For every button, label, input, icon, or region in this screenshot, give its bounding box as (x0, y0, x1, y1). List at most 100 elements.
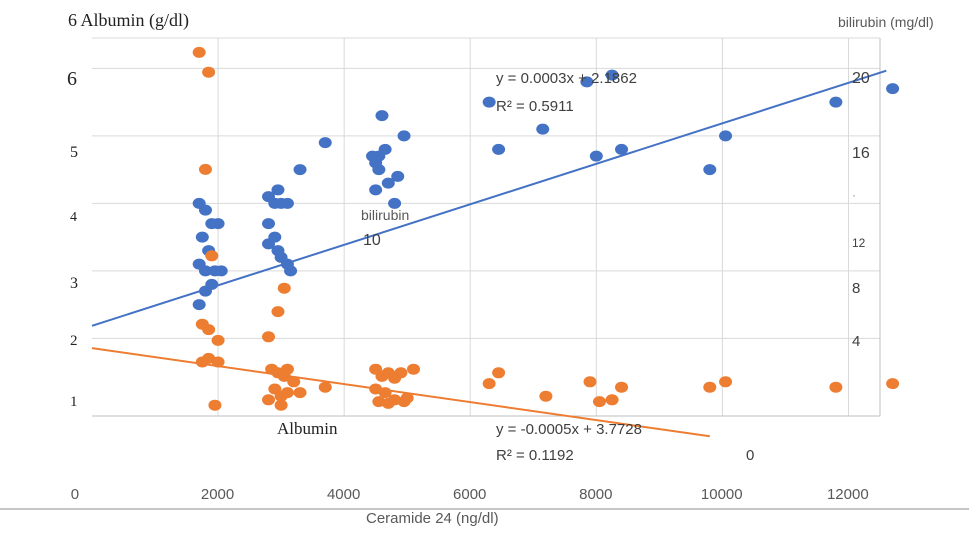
albumin-trend-equation: y = 0.0003x + 2.1862 (496, 70, 637, 87)
bilirubin-point (262, 394, 276, 406)
albumin-point (198, 204, 212, 216)
albumin-point (372, 150, 386, 162)
albumin-point (381, 177, 395, 189)
x-tick-label: 10000 (700, 486, 743, 503)
bilirubin-point (271, 306, 285, 318)
bilirubin-point (202, 324, 216, 336)
albumin-trend-r2: R² = 0.5911 (496, 98, 574, 115)
x-tick-label: 8000 (579, 486, 613, 503)
albumin-point (536, 123, 550, 135)
y-right-tick-label: 20 (852, 70, 870, 87)
albumin-point (589, 150, 603, 162)
bilirubin-point (539, 390, 553, 402)
albumin-point (280, 197, 294, 209)
data-points (192, 46, 900, 411)
x-tick-label: 4000 (326, 486, 361, 503)
bilirubin-point (886, 378, 900, 390)
x-tick-label: 6000 (453, 486, 487, 503)
bilirubin-point (378, 387, 392, 399)
y-left-tick-label: 6 (67, 68, 77, 90)
stray-bilirubin-label: bilirubin (361, 207, 410, 223)
bilirubin-point (202, 66, 216, 78)
x-tick-label: 0 (70, 486, 80, 503)
albumin-trendline (91, 69, 887, 327)
albumin-point (372, 164, 386, 176)
y-left-tick-label: 4 (70, 210, 77, 225)
albumin-point (262, 238, 276, 250)
albumin-point (262, 218, 276, 230)
albumin-point (192, 299, 206, 311)
albumin-point (198, 265, 212, 277)
bilirubin-point (829, 381, 843, 393)
bilirubin-point (211, 334, 225, 346)
y-left-tick-label: 1 (70, 394, 78, 410)
bilirubin-point (293, 387, 307, 399)
bilirubin-point (280, 387, 294, 399)
bilirubin-point (280, 363, 294, 375)
bilirubin-point (400, 392, 414, 404)
albumin-point (719, 130, 733, 142)
albumin-point (214, 265, 228, 277)
albumin-point (580, 76, 594, 88)
stray-dot-label: · (852, 188, 856, 202)
y-axis-title-left: 6 Albumin (g/dl) (68, 10, 189, 30)
bilirubin-point (211, 356, 225, 368)
bilirubin-point (592, 396, 606, 408)
albumin-point (318, 137, 332, 149)
y-right-tick-label: 8 (852, 280, 861, 297)
albumin-point (268, 197, 282, 209)
bilirubin-point (277, 282, 291, 294)
x-tick-label: 12000 (826, 486, 869, 503)
y-left-tick-label: 5 (70, 144, 78, 161)
x-axis-title: Ceramide 24 (ng/dl) (366, 510, 499, 527)
albumin-point (703, 164, 717, 176)
bilirubin-point (381, 397, 395, 409)
y-left-tick-label: 2 (70, 333, 78, 349)
bilirubin-point (318, 381, 332, 393)
stray-ten-label: 10 (363, 232, 381, 249)
albumin-point (369, 184, 383, 196)
x-tick-label: 2000 (200, 486, 235, 503)
albumin-point (492, 143, 506, 155)
bilirubin-point (605, 394, 619, 406)
bilirubin-point (205, 250, 219, 262)
bilirubin-point (198, 163, 212, 175)
albumin-point (195, 231, 209, 243)
bilirubin-point (274, 399, 288, 411)
albumin-point (198, 285, 212, 297)
bilirubin-point (262, 331, 276, 343)
bilirubin-point (703, 381, 717, 393)
y-axis-title-right: bilirubin (mg/dl) (838, 14, 934, 30)
bilirubin-point (208, 399, 222, 411)
albumin-point (829, 96, 843, 108)
trendlines (91, 69, 887, 438)
bilirubin-trend-equation: y = -0.0005x + 3.7728 (496, 421, 642, 438)
albumin-point (605, 69, 619, 81)
stray-zero-label: 0 (746, 447, 755, 464)
albumin-point (375, 110, 389, 122)
albumin-point (397, 130, 411, 142)
bilirubin-point (615, 381, 629, 393)
albumin-point (293, 164, 307, 176)
plot-borders (0, 38, 969, 510)
bilirubin-point (287, 376, 301, 388)
bilirubin-trendline (91, 347, 710, 438)
bilirubin-point (394, 367, 408, 379)
albumin-point (271, 184, 285, 196)
albumin-point (284, 265, 298, 277)
y-right-tick-label: 4 (852, 333, 861, 350)
bilirubin-point (492, 367, 506, 379)
albumin-point (388, 197, 402, 209)
albumin-point (886, 83, 900, 95)
albumin-point (211, 218, 225, 230)
albumin-point (482, 96, 496, 108)
y-right-tick-label: 16 (852, 145, 870, 162)
y-right-tick-label: 12 (852, 236, 866, 250)
albumin-point (391, 170, 405, 182)
bilirubin-point (407, 363, 421, 375)
bilirubin-point (719, 376, 733, 388)
stray-albumin-label: Albumin (277, 419, 338, 438)
bilirubin-point (192, 46, 206, 58)
albumin-point (615, 143, 629, 155)
